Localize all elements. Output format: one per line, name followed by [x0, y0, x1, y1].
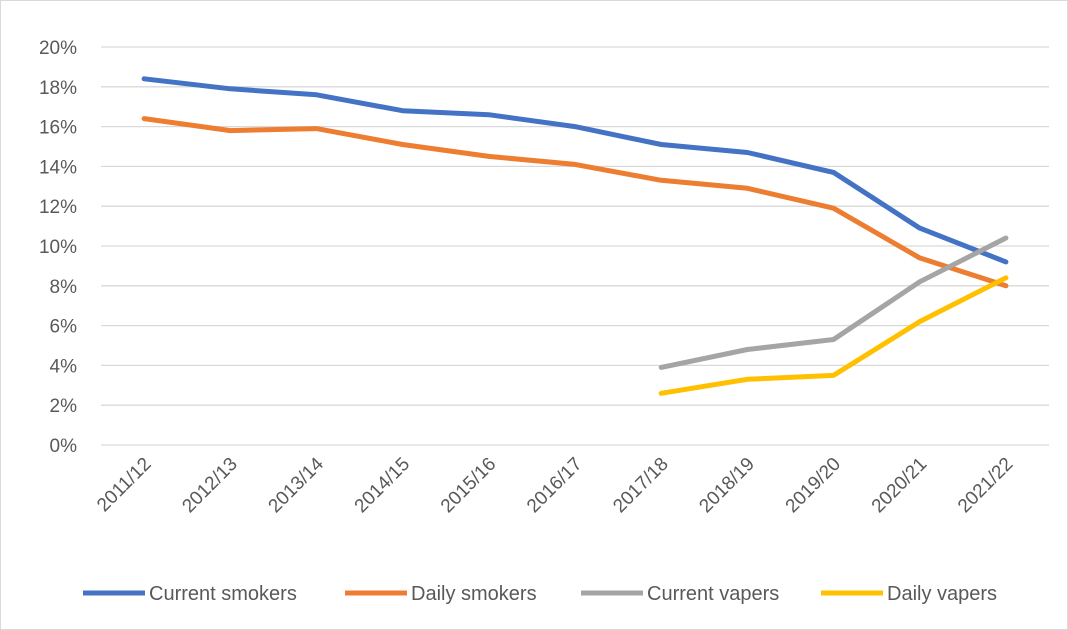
legend-label: Current smokers — [149, 583, 297, 605]
y-tick-label: 16% — [39, 118, 77, 139]
series-line-daily-vapers — [658, 275, 1009, 396]
legend-label: Daily vapers — [887, 583, 997, 605]
y-tick-label: 2% — [50, 396, 78, 417]
gridlines — [101, 46, 1049, 446]
x-axis-ticks: 2011/12 2012/13 2013/14 2014/15 2015/16 2016/… — [93, 453, 1017, 517]
x-tick-label: 2019/20 — [782, 454, 845, 517]
x-tick-label: 2017/18 — [609, 454, 672, 517]
x-tick-label: 2011/12 — [93, 454, 155, 516]
y-tick-label: 14% — [39, 157, 77, 178]
x-tick-label: 2018/19 — [695, 454, 758, 517]
x-tick-label: 2012/13 — [178, 454, 241, 517]
y-axis-ticks: 0% 2% 4% 6% 8% 10% 12% 14% 16% 18% 20% — [39, 38, 77, 457]
y-tick-label: 6% — [50, 317, 78, 338]
x-tick-label: 2015/16 — [437, 454, 500, 517]
x-tick-label: 2021/22 — [954, 454, 1017, 517]
series-lines — [141, 76, 1009, 396]
x-tick-label: 2014/15 — [351, 454, 414, 517]
legend-label: Daily smokers — [411, 583, 537, 605]
series-line-daily-smokers — [141, 116, 1009, 289]
series-line-current-smokers — [141, 76, 1009, 265]
y-tick-label: 20% — [39, 38, 77, 59]
legend-label: Current vapers — [647, 583, 779, 605]
y-tick-label: 12% — [39, 197, 77, 218]
y-tick-label: 4% — [50, 356, 78, 377]
y-tick-label: 8% — [50, 277, 78, 298]
x-tick-label: 2016/17 — [523, 454, 586, 517]
x-tick-label: 2013/14 — [265, 453, 329, 517]
legend: Current smokers Daily smokers Current vape… — [83, 583, 997, 605]
y-tick-label: 18% — [39, 78, 77, 99]
x-tick-label: 2020/21 — [868, 454, 931, 517]
series-line-current-vapers — [658, 235, 1009, 370]
y-tick-label: 0% — [50, 436, 78, 457]
y-tick-label: 10% — [39, 237, 77, 258]
